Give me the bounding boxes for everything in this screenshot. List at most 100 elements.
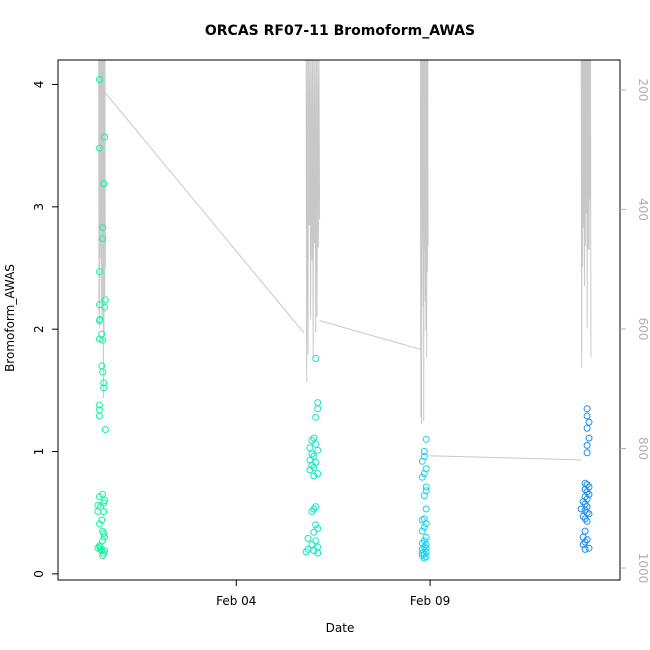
data-point-rf09-0 xyxy=(422,435,430,443)
data-point-rf07-44 xyxy=(99,552,107,559)
data-point-rf07-32 xyxy=(96,520,103,528)
data-point-rf09-5 xyxy=(420,470,428,478)
data-point-rf11-20 xyxy=(583,509,591,517)
data-point-rf09-27 xyxy=(418,549,426,557)
data-point-rf09-3 xyxy=(418,457,426,465)
data-point-rf11-18 xyxy=(577,505,585,513)
pressure-profile-rf07 xyxy=(98,59,106,399)
data-point-rf07-17 xyxy=(100,379,108,387)
data-point-rf07-43 xyxy=(96,542,103,550)
data-point-rf07-0 xyxy=(96,76,103,84)
data-point-rf11-1 xyxy=(583,412,591,420)
data-point-rf11-0 xyxy=(583,405,591,413)
data-point-rf07-8 xyxy=(101,296,109,304)
data-point-rf08-26 xyxy=(308,541,316,548)
data-point-rf08-15 xyxy=(306,466,314,474)
y2-tick-label-400: 400 xyxy=(636,198,650,221)
x-axis-label: Date xyxy=(326,621,355,635)
data-point-rf07-31 xyxy=(98,516,106,524)
y-axis: 0 1 2 3 4 xyxy=(32,81,58,578)
data-point-rf07-22 xyxy=(101,426,109,433)
data-point-rf09-1 xyxy=(420,448,428,455)
data-point-rf07-13 xyxy=(96,335,103,343)
data-point-rf11-6 xyxy=(583,449,591,457)
data-point-rf07-1 xyxy=(96,144,103,152)
data-point-rf07-11 xyxy=(96,317,103,325)
data-point-rf11-24 xyxy=(583,517,591,525)
x-axis: Feb 04 Feb 09 xyxy=(216,580,450,608)
x-tick-label-9: Feb 09 xyxy=(410,594,450,608)
data-point-rf08-8 xyxy=(314,446,322,454)
data-point-rf09-9 xyxy=(420,492,428,500)
data-point-rf07-36 xyxy=(99,537,107,545)
data-point-rf08-10 xyxy=(310,452,318,460)
data-point-rf09-15 xyxy=(418,527,426,535)
data-point-rf08-21 xyxy=(312,521,320,529)
data-point-rf07-19 xyxy=(96,401,103,409)
pressure-profile-rf11 xyxy=(580,59,592,369)
pressure-profile-rf08 xyxy=(305,59,321,382)
data-point-rf08-22 xyxy=(314,525,322,533)
data-point-rf07-29 xyxy=(94,508,102,515)
y2-tick-label-200: 200 xyxy=(636,78,650,101)
data-point-rf08-1 xyxy=(314,399,322,407)
data-point-rf11-25 xyxy=(581,527,589,535)
data-point-rf07-5 xyxy=(99,235,107,243)
right-axis: 200 400 600 800 1000 xyxy=(620,78,650,583)
y-axis-label: Bromoform_AWAS xyxy=(3,264,17,372)
y-tick-label-3: 3 xyxy=(32,203,46,211)
data-point-rf07-4 xyxy=(99,224,107,232)
data-point-rf09-16 xyxy=(422,533,430,541)
data-point-rf08-2 xyxy=(314,405,322,413)
data-point-rf08-23 xyxy=(310,528,318,536)
data-point-rf07-18 xyxy=(100,384,108,392)
data-point-rf08-5 xyxy=(308,437,316,444)
data-point-rf07-24 xyxy=(99,490,107,498)
data-point-rf09-6 xyxy=(418,473,426,481)
y-tick-label-1: 1 xyxy=(32,448,46,456)
data-point-rf09-14 xyxy=(420,523,428,531)
data-points-layer xyxy=(94,76,593,562)
data-point-rf07-2 xyxy=(101,133,108,141)
y-tick-label-4: 4 xyxy=(32,81,46,89)
data-point-rf09-25 xyxy=(422,553,430,561)
data-point-rf08-20 xyxy=(308,508,316,515)
data-point-rf07-6 xyxy=(96,268,103,276)
data-point-rf08-3 xyxy=(312,413,320,421)
data-point-rf09-10 xyxy=(422,505,430,513)
chart-title: ORCAS RF07-11 Bromoform_AWAS xyxy=(205,23,475,39)
data-point-rf09-7 xyxy=(422,483,430,491)
x-tick-label-4: Feb 04 xyxy=(216,594,256,608)
data-point-rf09-12 xyxy=(418,516,426,524)
data-point-rf11-3 xyxy=(583,424,591,432)
data-point-rf11-31 xyxy=(581,545,589,553)
data-point-rf08-29 xyxy=(302,548,310,556)
y2-tick-label-600: 600 xyxy=(636,318,650,341)
data-point-rf08-25 xyxy=(312,537,320,545)
pressure-line-layer xyxy=(98,59,592,461)
data-point-rf08-17 xyxy=(310,472,318,480)
plot-frame xyxy=(57,59,621,581)
data-point-rf11-4 xyxy=(585,434,593,442)
data-point-rf08-0 xyxy=(312,355,320,362)
data-point-rf08-27 xyxy=(314,543,322,551)
data-point-rf11-5 xyxy=(583,441,591,449)
data-point-rf11-21 xyxy=(585,510,593,518)
data-point-rf07-30 xyxy=(100,508,108,515)
data-point-rf07-35 xyxy=(101,533,108,541)
data-point-rf07-16 xyxy=(99,368,107,376)
data-point-rf07-14 xyxy=(99,336,107,344)
y2-tick-label-800: 800 xyxy=(636,437,650,460)
data-point-rf08-31 xyxy=(314,549,322,557)
pressure-transit-1 xyxy=(104,92,305,334)
data-point-rf11-2 xyxy=(585,418,593,426)
pressure-transit-2 xyxy=(319,320,421,350)
data-point-rf07-9 xyxy=(101,303,108,311)
data-point-rf08-24 xyxy=(304,534,312,542)
y-tick-label-2: 2 xyxy=(32,325,46,333)
data-point-rf09-28 xyxy=(422,544,430,552)
data-point-rf09-13 xyxy=(422,520,430,528)
data-point-rf07-3 xyxy=(100,180,108,188)
y2-tick-label-1000: 1000 xyxy=(636,553,650,584)
